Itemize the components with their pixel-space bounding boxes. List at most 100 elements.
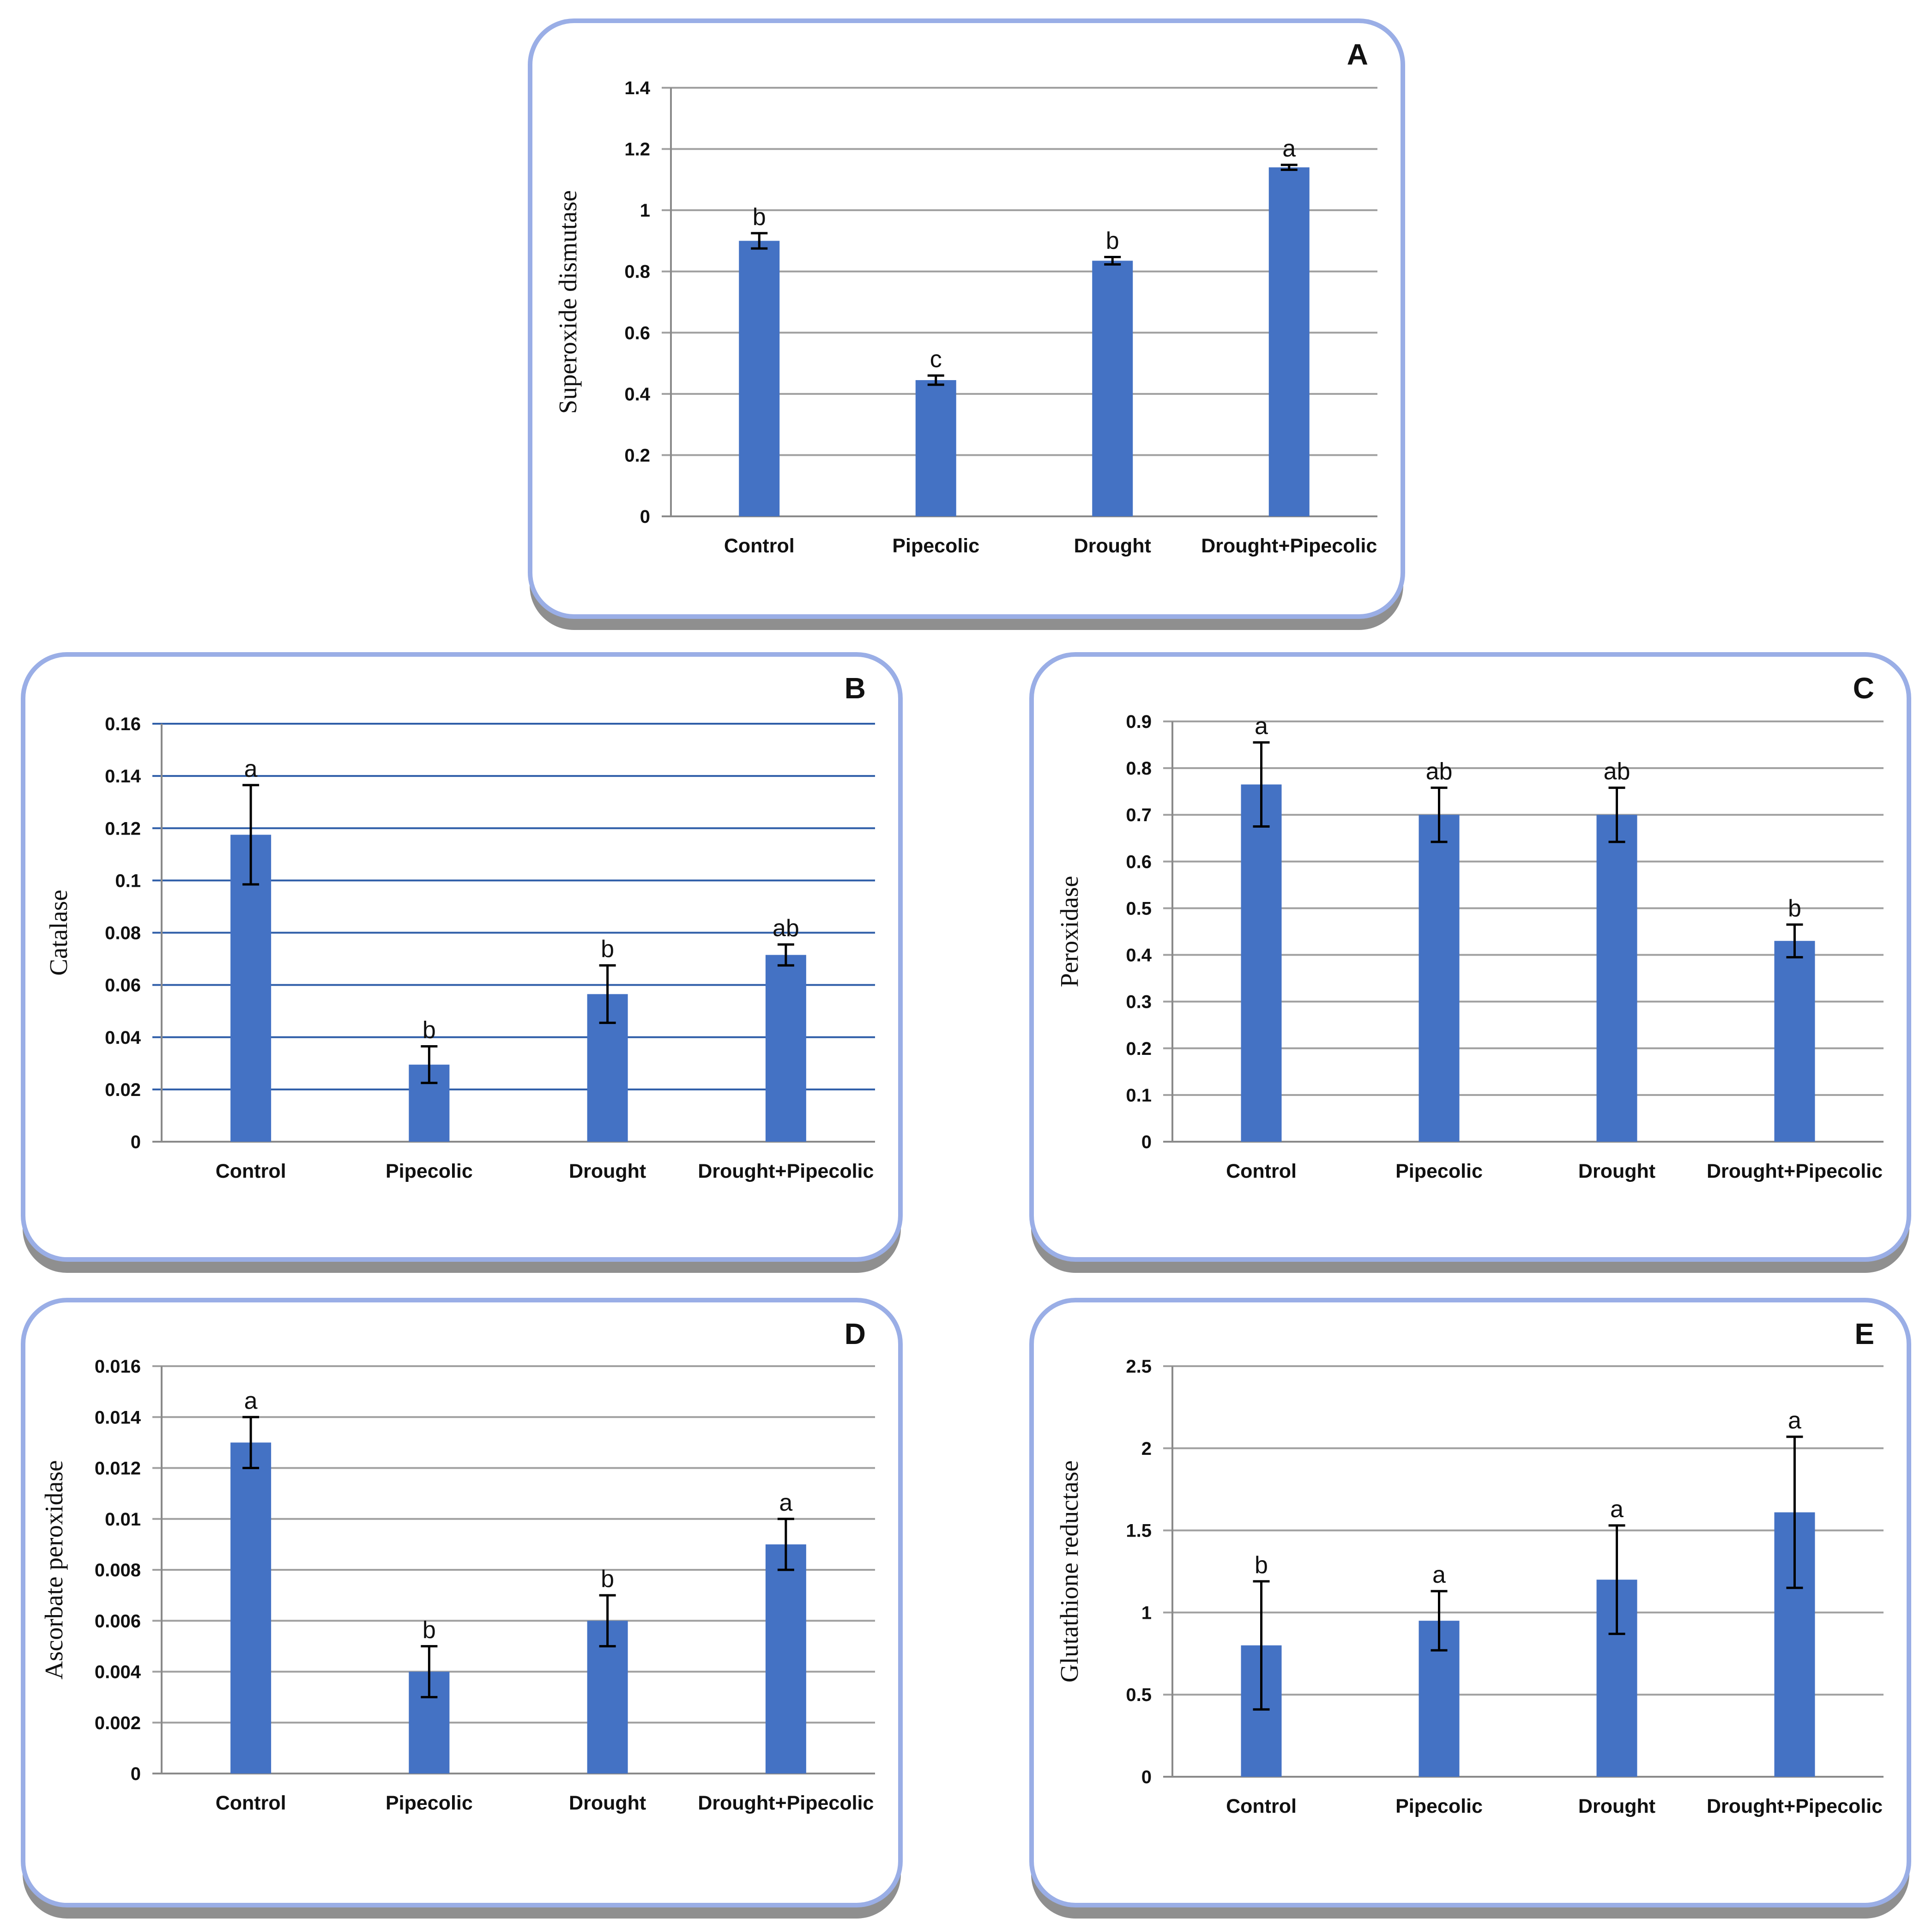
y-tick-label: 1 (1141, 1603, 1152, 1623)
y-tick-label: 0.6 (624, 323, 650, 343)
bar (1774, 941, 1815, 1142)
y-tick-label: 0.1 (1126, 1085, 1152, 1106)
bar (739, 241, 780, 516)
y-tick-label: 0.006 (95, 1611, 141, 1631)
y-tick-label: 0.02 (105, 1080, 141, 1100)
panel-label: E (1854, 1317, 1874, 1350)
bar (1268, 167, 1310, 516)
y-tick-label: 0 (131, 1764, 141, 1784)
x-tick-label: Pipecolic (386, 1792, 473, 1814)
x-tick-label: Drought (569, 1792, 646, 1814)
significance-letter: b (753, 204, 766, 230)
y-tick-label: 0 (1141, 1767, 1152, 1787)
x-tick-label: Pipecolic (1395, 1160, 1483, 1182)
y-tick-label: 0 (640, 507, 650, 527)
significance-letter: b (1106, 228, 1119, 254)
y-tick-label: 0.01 (105, 1509, 141, 1530)
panel-label: D (845, 1317, 866, 1350)
y-tick-label: 0.2 (1126, 1039, 1152, 1059)
y-tick-label: 0.014 (95, 1407, 141, 1428)
bar (1092, 260, 1133, 516)
y-tick-label: 1.4 (624, 78, 650, 98)
bar (1241, 784, 1282, 1142)
x-tick-label: Drought+Pipecolic (698, 1792, 874, 1814)
x-tick-label: Drought (1074, 535, 1151, 557)
significance-letter: a (1788, 1407, 1801, 1434)
y-tick-label: 0.012 (95, 1459, 141, 1479)
y-tick-label: 0.6 (1126, 852, 1152, 872)
y-tick-label: 1.5 (1126, 1521, 1152, 1541)
x-tick-label: Drought+Pipecolic (1201, 535, 1377, 557)
significance-letter: a (1432, 1562, 1446, 1588)
chart-panel-b: B 0 0.02 0.04 0.06 0.08 0.1 0.12 0.14 0.16 Catalas… (21, 652, 903, 1262)
chart-c: C 0 0.1 0.2 0.3 0.4 0.5 0.6 0.7 0.8 0.9 Peroxidase a… (1055, 672, 1884, 1182)
x-tick-label: Control (216, 1792, 286, 1814)
bar (915, 380, 956, 516)
x-tick-label: Control (724, 535, 795, 557)
y-tick-label: 0.7 (1126, 805, 1152, 825)
x-tick-label: Drought+Pipecolic (1707, 1795, 1883, 1817)
x-tick-label: Drought (1578, 1160, 1655, 1182)
y-tick-label: 0.004 (95, 1662, 141, 1683)
significance-letter: b (1788, 895, 1801, 922)
significance-letter: a (244, 756, 258, 782)
y-tick-label: 0.3 (1126, 992, 1152, 1012)
y-tick-label: 0.12 (105, 818, 141, 839)
y-tick-label: 2.5 (1126, 1356, 1152, 1377)
y-axis-title: Ascorbate peroxidase (40, 1460, 68, 1680)
x-tick-label: Drought (1578, 1795, 1655, 1817)
y-axis-title: Catalase (44, 890, 72, 975)
y-tick-label: 0.5 (1126, 1685, 1152, 1705)
bar (1419, 815, 1460, 1142)
chart-panel-d: D 0 0.002 0.004 0.006 0.008 0.01 0.012 0.014 0.01… (21, 1298, 903, 1907)
significance-letter: b (601, 1566, 614, 1592)
chart-e: E 0 0.5 1 1.5 2 2.5 Glutathione reductase b Contr… (1055, 1317, 1884, 1817)
y-tick-label: 0.016 (95, 1356, 141, 1377)
chart-a: A 0 0.2 0.4 0.6 0.8 1 1.2 1.4 Superoxide dismutas… (554, 38, 1377, 557)
x-tick-label: Control (216, 1160, 286, 1182)
x-tick-label: Pipecolic (1395, 1795, 1483, 1817)
y-tick-label: 0.4 (624, 384, 650, 405)
y-tick-label: 0.5 (1126, 898, 1152, 919)
bar (230, 835, 272, 1142)
y-tick-label: 0.08 (105, 923, 141, 944)
significance-letter: b (423, 1616, 436, 1643)
y-axis-title: Peroxidase (1055, 876, 1083, 987)
y-tick-label: 0 (1141, 1132, 1152, 1152)
y-tick-label: 2 (1141, 1439, 1152, 1459)
y-tick-label: 1.2 (624, 139, 650, 160)
y-tick-label: 0.1 (115, 871, 141, 891)
y-tick-label: 0.2 (624, 445, 650, 466)
bar (230, 1442, 272, 1774)
x-tick-label: Pipecolic (386, 1160, 473, 1182)
chart-b: B 0 0.02 0.04 0.06 0.08 0.1 0.12 0.14 0.16 Catalas… (44, 672, 875, 1182)
y-axis-title: Superoxide dismutase (554, 190, 582, 414)
significance-letter: ab (1426, 758, 1453, 785)
panel-label: C (1853, 672, 1874, 705)
y-tick-label: 0.8 (624, 262, 650, 282)
x-tick-label: Control (1226, 1160, 1297, 1182)
bar (765, 955, 806, 1142)
chart-panel-c: C 0 0.1 0.2 0.3 0.4 0.5 0.6 0.7 0.8 0.9 Peroxidase a… (1029, 652, 1911, 1262)
significance-letter: ab (773, 915, 799, 942)
y-tick-label: 0 (131, 1132, 141, 1152)
bar (1596, 815, 1637, 1142)
y-tick-label: 0.04 (105, 1028, 141, 1048)
y-tick-label: 0.06 (105, 975, 141, 996)
x-tick-label: Pipecolic (892, 535, 979, 557)
y-tick-label: 0.4 (1126, 945, 1152, 966)
chart-d: D 0 0.002 0.004 0.006 0.008 0.01 0.012 0.014 0.01… (40, 1317, 875, 1814)
panel-label: A (1347, 38, 1368, 71)
y-tick-label: 0.9 (1126, 712, 1152, 732)
panel-label: B (845, 672, 866, 705)
significance-letter: a (1255, 713, 1268, 740)
x-tick-label: Drought (569, 1160, 646, 1182)
y-tick-label: 0.16 (105, 714, 141, 734)
significance-letter: ab (1604, 758, 1630, 785)
significance-letter: b (1255, 1552, 1268, 1579)
significance-letter: b (423, 1017, 436, 1044)
y-tick-label: 0.008 (95, 1560, 141, 1580)
y-tick-label: 1 (640, 200, 650, 221)
y-tick-label: 0.14 (105, 766, 141, 787)
significance-letter: a (1282, 135, 1296, 162)
